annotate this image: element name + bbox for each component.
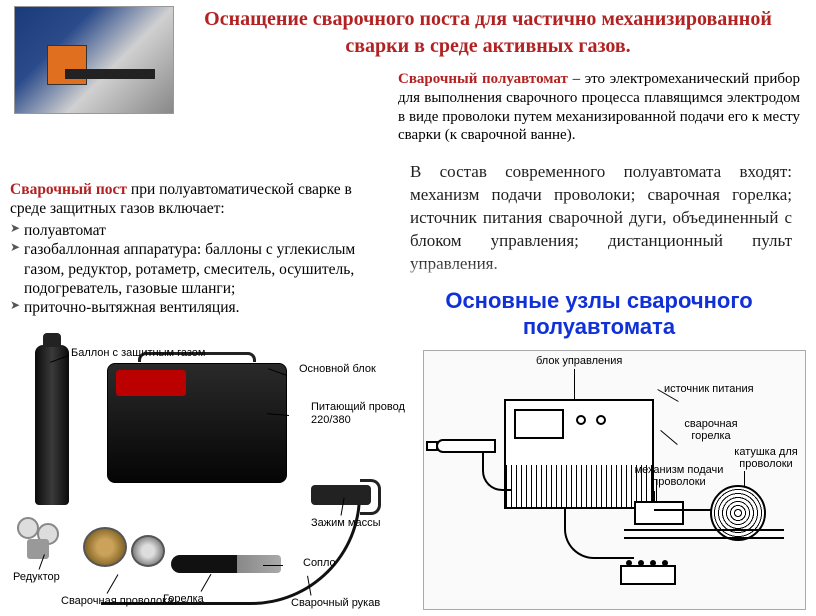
list-item: полуавтомат <box>10 221 380 240</box>
welding-cable <box>101 495 361 605</box>
definition-lead: Сварочный полуавтомат <box>398 71 568 87</box>
label-power: Питающий провод 220/380 <box>311 401 411 425</box>
equipment-photo-diagram: Баллон с защитным газом Основной блок Пи… <box>10 344 415 616</box>
composition-paragraph: В состав современного полуавтомата входя… <box>398 155 800 300</box>
unit-panel <box>116 370 186 396</box>
photo-equipment <box>47 45 87 85</box>
photo-table <box>65 69 155 79</box>
label-nozzle: Сопло <box>303 557 336 569</box>
list-item: приточно-вытяжная вентиляция. <box>10 298 380 317</box>
ground-clamp <box>311 485 371 505</box>
sch-label-torch: сварочная горелка <box>676 419 746 442</box>
page-title: Оснащение сварочного поста для частично … <box>190 6 786 60</box>
sch-torch <box>436 439 496 453</box>
definition-paragraph: Сварочный полуавтомат – это электромехан… <box>398 70 800 145</box>
label-wire: Сварочная проволока <box>61 595 173 607</box>
label-main: Основной блок <box>299 363 376 375</box>
equipment-list: полуавтомат газобаллонная аппаратура: ба… <box>10 221 380 318</box>
subtitle: Основные узлы сварочного полуавтомата <box>398 288 800 341</box>
right-column: Сварочный полуавтомат – это электромехан… <box>398 68 806 340</box>
list-item: газобаллонная аппаратура: баллоны с угле… <box>10 240 380 298</box>
diagrams-row: Баллон с защитным газом Основной блок Пи… <box>10 344 806 616</box>
welding-post-photo <box>14 6 174 114</box>
sch-label-feed: механизм подачи проволоки <box>624 465 734 488</box>
intro-paragraph: Сварочный пост при полуавтоматической св… <box>10 180 380 219</box>
sch-panel <box>514 409 564 439</box>
intro-lead: Сварочный пост <box>10 181 127 198</box>
label-sleeve: Сварочный рукав <box>291 597 380 609</box>
sch-main-box <box>504 399 654 509</box>
sch-spool <box>710 485 766 541</box>
sch-label-psu: источник питания <box>664 383 754 395</box>
schematic-diagram: блок управления источник питания сварочн… <box>423 350 806 610</box>
sch-feed-box <box>634 501 684 525</box>
label-gas: Баллон с защитным газом <box>71 347 205 359</box>
sch-label-control: блок управления <box>536 355 622 367</box>
sch-remote <box>620 565 676 585</box>
label-clamp: Зажим массы <box>311 517 380 529</box>
sch-label-spool: катушка для проволоки <box>726 447 806 470</box>
main-unit <box>107 363 287 483</box>
gas-cylinder <box>35 345 69 505</box>
label-reducer: Редуктор <box>13 571 60 583</box>
